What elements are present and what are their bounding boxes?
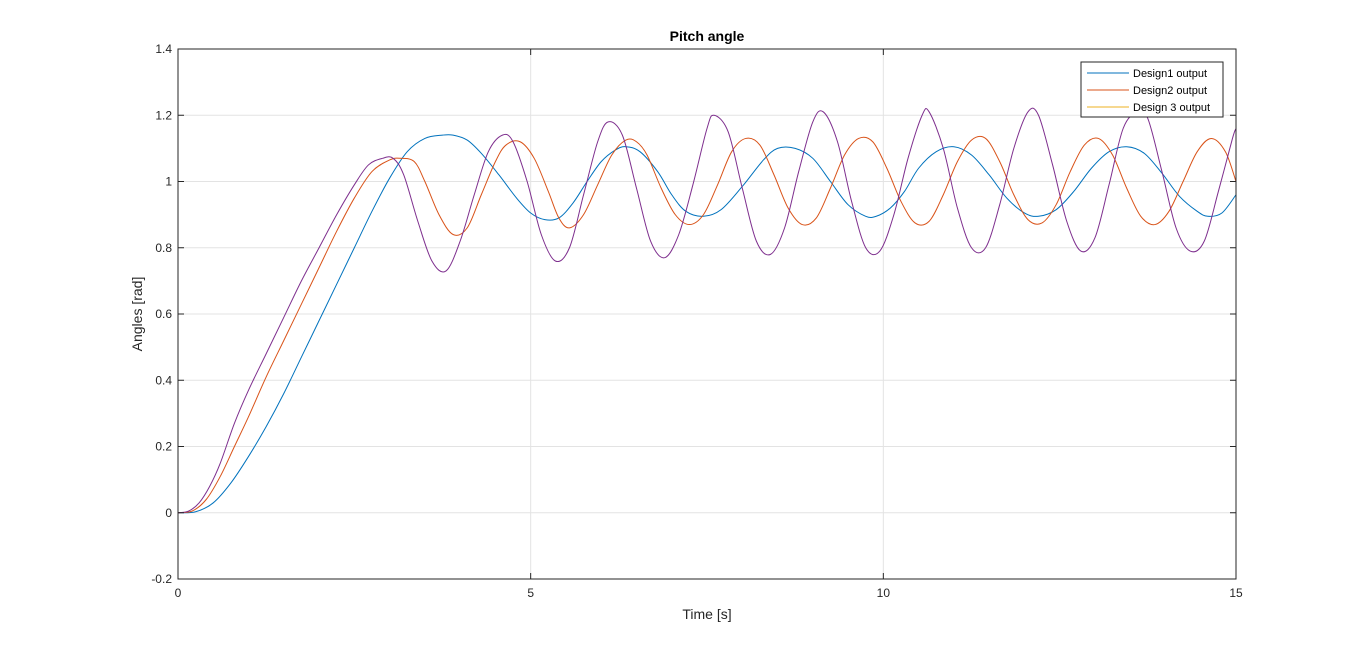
y-tick-label: 1.2: [155, 108, 172, 122]
x-tick-label: 5: [527, 586, 534, 600]
y-tick-label: 1: [165, 175, 172, 189]
series-lines: [177, 107, 1237, 514]
series-line: [177, 135, 1237, 514]
grid-lines: [178, 49, 1236, 579]
legend-label: Design2 output: [1133, 85, 1207, 97]
legend-label: Design 3 output: [1133, 102, 1210, 114]
y-tick-label: 0.8: [155, 241, 172, 255]
x-tick-label: 0: [175, 586, 182, 600]
y-tick-label: 0: [165, 506, 172, 520]
legend-label: Design1 output: [1133, 68, 1207, 80]
y-tick-label: -0.2: [151, 572, 172, 586]
x-tick-label: 10: [877, 586, 891, 600]
series-line: [177, 107, 1237, 514]
y-tick-label: 0.2: [155, 440, 172, 454]
legend: Design1 output Design2 output Design 3 out…: [1080, 61, 1224, 118]
y-axis-label: Angles [rad]: [129, 277, 145, 352]
y-tick-label: 0.6: [155, 307, 172, 321]
chart-title: Pitch angle: [670, 28, 745, 44]
x-tick-label: 15: [1229, 586, 1243, 600]
axis-ticks: 0 5 10 15-0.200.20.40.60.811.21.4: [151, 42, 1243, 600]
y-tick-label: 0.4: [155, 373, 172, 387]
x-axis-label: Time [s]: [682, 606, 731, 622]
series-line: [177, 134, 1237, 514]
y-tick-label: 1.4: [155, 42, 172, 56]
